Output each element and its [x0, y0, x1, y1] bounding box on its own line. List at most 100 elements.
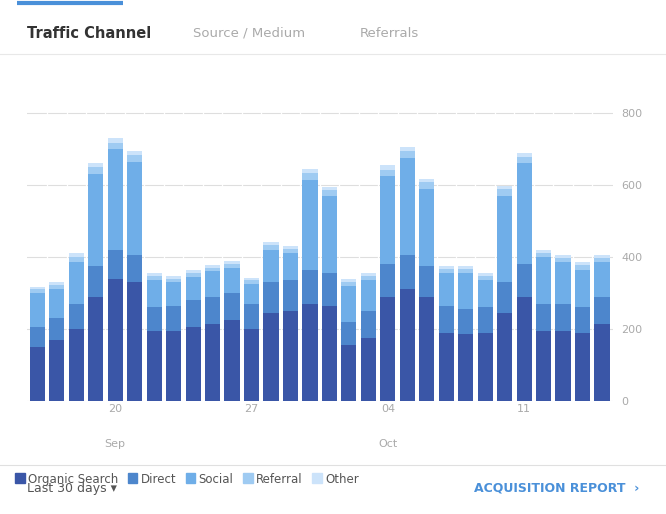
Bar [536, 304, 551, 331]
Text: Traffic Channel: Traffic Channel [27, 26, 151, 41]
Bar [458, 266, 474, 269]
Bar [458, 269, 474, 273]
Bar [127, 255, 143, 282]
Bar [186, 277, 200, 300]
Bar [400, 158, 415, 255]
Bar [108, 142, 123, 149]
Bar [166, 282, 181, 305]
Bar [380, 170, 396, 176]
Bar [205, 297, 220, 324]
Bar [575, 265, 590, 269]
Bar [166, 276, 181, 279]
Bar [166, 305, 181, 331]
Bar [205, 268, 220, 271]
Bar [205, 324, 220, 401]
Bar [30, 286, 45, 289]
Bar [108, 250, 123, 279]
Bar [536, 257, 551, 304]
Bar [458, 334, 474, 401]
Bar [536, 253, 551, 257]
Bar [283, 249, 298, 253]
Bar [147, 307, 162, 331]
Bar [575, 262, 590, 265]
Bar [244, 284, 259, 304]
Bar [341, 286, 356, 322]
Bar [517, 264, 531, 297]
Bar [497, 313, 512, 401]
Bar [205, 271, 220, 297]
Bar [186, 270, 200, 273]
Bar [497, 189, 512, 196]
Bar [186, 273, 200, 277]
Bar [380, 264, 396, 297]
Bar [555, 331, 571, 401]
Bar [264, 282, 278, 313]
Bar [322, 187, 337, 191]
Bar [380, 165, 396, 170]
Bar [361, 273, 376, 276]
Bar [49, 289, 65, 318]
Bar [361, 311, 376, 338]
Bar [555, 255, 571, 258]
Bar [30, 293, 45, 327]
Bar [244, 281, 259, 284]
Bar [575, 333, 590, 401]
Bar [166, 279, 181, 282]
Bar [108, 138, 123, 142]
Bar [108, 149, 123, 250]
Bar [186, 300, 200, 327]
Bar [302, 269, 318, 304]
Bar [108, 279, 123, 401]
Bar [224, 261, 240, 264]
Bar [283, 253, 298, 281]
Bar [361, 281, 376, 311]
Bar [30, 327, 45, 347]
Bar [380, 176, 396, 264]
Bar [595, 255, 609, 258]
Bar [49, 282, 65, 285]
Bar [88, 167, 103, 174]
Bar [302, 304, 318, 401]
Bar [361, 276, 376, 281]
Bar [478, 307, 493, 333]
Bar [478, 333, 493, 401]
Bar [283, 246, 298, 249]
Bar [536, 331, 551, 401]
Bar [224, 264, 240, 268]
Bar [69, 329, 84, 401]
Bar [341, 282, 356, 286]
Bar [497, 186, 512, 189]
Bar [224, 320, 240, 401]
Bar [322, 196, 337, 273]
Text: Referrals: Referrals [360, 27, 419, 40]
Bar [88, 163, 103, 167]
Bar [497, 282, 512, 313]
Bar [322, 273, 337, 305]
Bar [575, 307, 590, 333]
Bar [166, 331, 181, 401]
Text: ACQUISITION REPORT  ›: ACQUISITION REPORT › [474, 482, 639, 495]
Bar [264, 242, 278, 246]
Bar [302, 180, 318, 269]
Bar [244, 278, 259, 281]
Text: Source / Medium: Source / Medium [193, 27, 305, 40]
Bar [400, 146, 415, 151]
Bar [595, 297, 609, 324]
Bar [400, 289, 415, 401]
Bar [30, 289, 45, 293]
Bar [147, 331, 162, 401]
Bar [555, 258, 571, 262]
Bar [224, 293, 240, 320]
Legend: Organic Search, Direct, Social, Referral, Other: Organic Search, Direct, Social, Referral… [15, 473, 359, 486]
Bar [555, 304, 571, 331]
Bar [517, 153, 531, 157]
Bar [127, 161, 143, 255]
Bar [88, 174, 103, 266]
Bar [478, 273, 493, 276]
Bar [497, 196, 512, 282]
Bar [205, 265, 220, 268]
Bar [419, 182, 434, 189]
Bar [341, 279, 356, 282]
Bar [69, 253, 84, 257]
Bar [69, 262, 84, 304]
